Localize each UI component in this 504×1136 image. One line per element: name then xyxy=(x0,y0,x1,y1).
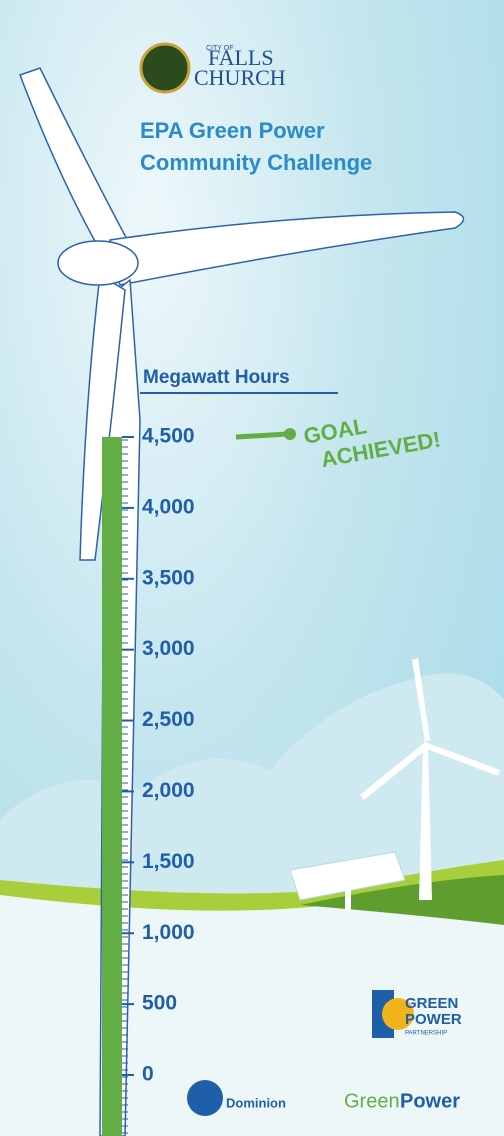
y-tick-label: 4,500 xyxy=(142,425,195,448)
y-tick-label: 1,500 xyxy=(142,850,195,873)
y-tick-label: 2,500 xyxy=(142,708,195,731)
chart: CITY OF FALLS CHURCH EPA Green Power Com… xyxy=(0,0,504,1136)
y-tick-label: 1,000 xyxy=(142,921,195,944)
page: {"chart_data": {"type": "bar", "title": … xyxy=(0,0,504,1136)
logo-text: Power xyxy=(400,1090,460,1112)
bar xyxy=(102,437,122,1136)
y-tick-label: 4,000 xyxy=(142,495,195,518)
y-tick-label: 3,500 xyxy=(142,566,195,589)
logo-text: GREEN xyxy=(405,995,458,1012)
chart-title: Community Challenge xyxy=(140,150,372,175)
logo-text: PARTNERSHIP xyxy=(405,1031,447,1037)
y-tick-label: 0 xyxy=(142,1063,154,1086)
logo-text: Dominion xyxy=(226,1095,286,1110)
greenpower-logo: Green Power xyxy=(344,1090,460,1112)
goal-connector xyxy=(236,434,288,437)
axis-label: Megawatt Hours xyxy=(143,367,290,388)
chart-title: EPA Green Power xyxy=(140,118,325,143)
city-logo: CITY OF FALLS CHURCH xyxy=(141,44,286,92)
goal-dot xyxy=(284,428,296,440)
y-tick-label: 2,000 xyxy=(142,779,195,802)
logo-text: CHURCH xyxy=(194,65,286,90)
y-tick-label: 3,000 xyxy=(142,637,195,660)
logo-text: POWER xyxy=(405,1011,462,1028)
y-tick-label: 500 xyxy=(142,992,177,1015)
logo-text: Green xyxy=(344,1090,400,1112)
